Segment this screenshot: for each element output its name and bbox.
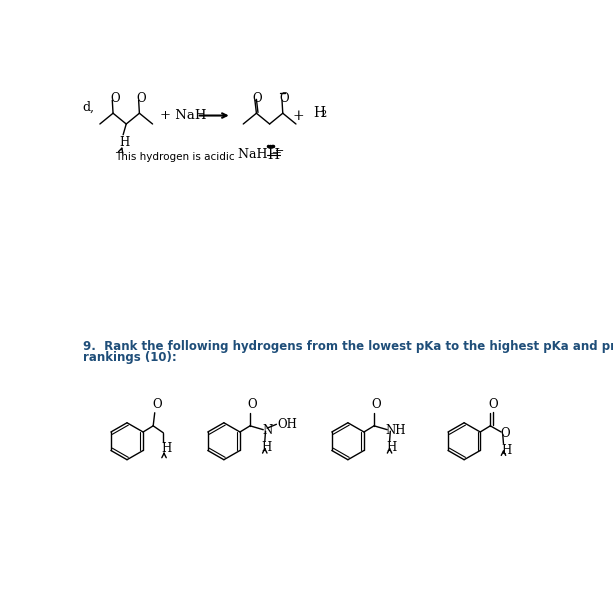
Text: NaH =: NaH = [238, 148, 286, 161]
Text: H: H [120, 136, 129, 149]
Text: H: H [267, 148, 280, 162]
Text: + NaH: + NaH [161, 109, 207, 122]
Text: This hydrogen is acidic: This hydrogen is acidic [115, 152, 235, 162]
Text: H: H [386, 441, 397, 454]
Text: d,: d, [83, 101, 95, 114]
Text: O: O [280, 92, 289, 104]
Text: 9.  Rank the following hydrogens from the lowest pKa to the highest pKa and prov: 9. Rank the following hydrogens from the… [83, 340, 613, 353]
Text: rankings (10):: rankings (10): [83, 351, 177, 364]
Text: +: + [292, 109, 303, 122]
Text: O: O [248, 398, 257, 411]
Text: H: H [313, 106, 325, 119]
Text: O: O [253, 92, 262, 104]
Text: N: N [262, 424, 273, 437]
Text: H: H [262, 441, 272, 454]
Text: OH: OH [277, 418, 297, 431]
Text: −: − [275, 146, 284, 156]
Text: O: O [371, 398, 381, 411]
Text: O: O [488, 398, 498, 411]
Text: O: O [500, 427, 510, 439]
Text: H: H [162, 442, 172, 455]
Text: H: H [501, 444, 511, 457]
Text: O: O [110, 92, 120, 104]
Text: NH: NH [386, 424, 406, 437]
Text: 2: 2 [320, 110, 326, 119]
Text: O: O [153, 398, 162, 411]
Text: O: O [136, 92, 146, 104]
